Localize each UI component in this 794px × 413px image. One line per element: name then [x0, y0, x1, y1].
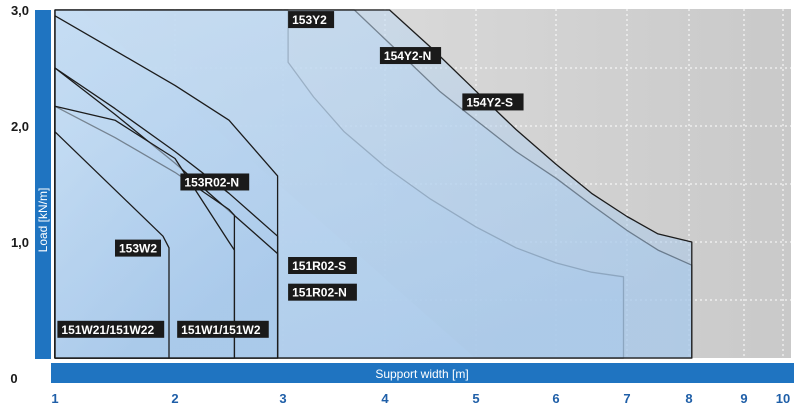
series-label-box	[180, 173, 250, 191]
x-tick-labels: 1 2 3 4 5 6 7 8 9 10	[51, 391, 790, 406]
series-label: 154Y2-N	[379, 47, 442, 65]
series-label-text: 151W21/151W22	[61, 323, 154, 337]
x-tick-label: 5	[472, 391, 479, 406]
x-axis-title: Support width [m]	[375, 367, 468, 381]
series-label-text: 151R02-S	[292, 259, 346, 273]
series-label: 151W1/151W2	[177, 320, 269, 338]
series-label-text: 153W2	[119, 242, 157, 256]
series-label-box	[288, 283, 357, 301]
x-tick-label: 3	[279, 391, 286, 406]
y-tick-label: 2,0	[11, 119, 29, 134]
y-axis-band	[35, 10, 51, 359]
series-label: 153R02-N	[180, 173, 250, 191]
area-151w21-151w22	[54, 131, 170, 359]
y-tick-label: 0	[10, 371, 17, 386]
y-tick-label: 1,0	[11, 235, 29, 250]
x-tick-label: 6	[552, 391, 559, 406]
x-tick-label: 1	[51, 391, 58, 406]
series-label: 151R02-S	[288, 257, 357, 274]
capacity-areas	[54, 9, 693, 359]
series-label-box	[462, 93, 524, 111]
x-tick-label: 7	[623, 391, 630, 406]
series-label-text: 154Y2-S	[466, 95, 513, 109]
series-label-box	[57, 320, 165, 338]
series-label-box	[115, 239, 161, 257]
x-axis-band	[51, 363, 794, 383]
series-label: 153Y2	[288, 11, 335, 29]
x-tick-label: 10	[776, 391, 790, 406]
x-tick-label: 8	[685, 391, 692, 406]
series-label-box	[288, 11, 335, 29]
x-tick-label: 9	[740, 391, 747, 406]
series-label: 153W2	[115, 239, 161, 257]
series-label-text: 153R02-N	[184, 175, 239, 189]
series-label-box	[177, 320, 269, 338]
x-axis: Support width [m]	[51, 363, 794, 383]
series-label-text: 154Y2-N	[384, 49, 431, 63]
series-label: 151W21/151W22	[57, 320, 165, 338]
y-tick-label: 3,0	[11, 3, 29, 18]
y-axis: Load [kN/m]	[35, 10, 51, 359]
series-label: 151R02-N	[288, 283, 357, 301]
y-axis-title: Load [kN/m]	[36, 188, 50, 253]
series-label: 154Y2-S	[462, 93, 524, 111]
series-labels: 153Y2 154Y2-N 154Y2-S 153R02-N 153W2 151R02-S…	[57, 11, 524, 338]
series-label-box	[288, 257, 357, 274]
x-tick-label: 2	[171, 391, 178, 406]
x-tick-label: 4	[381, 391, 389, 406]
series-label-text: 151R02-N	[292, 286, 347, 300]
series-label-text: 151W1/151W2	[181, 323, 261, 337]
series-label-text: 153Y2	[292, 13, 327, 27]
y-tick-labels: 0 1,0 2,0 3,0	[10, 3, 29, 386]
series-label-box	[379, 47, 442, 65]
